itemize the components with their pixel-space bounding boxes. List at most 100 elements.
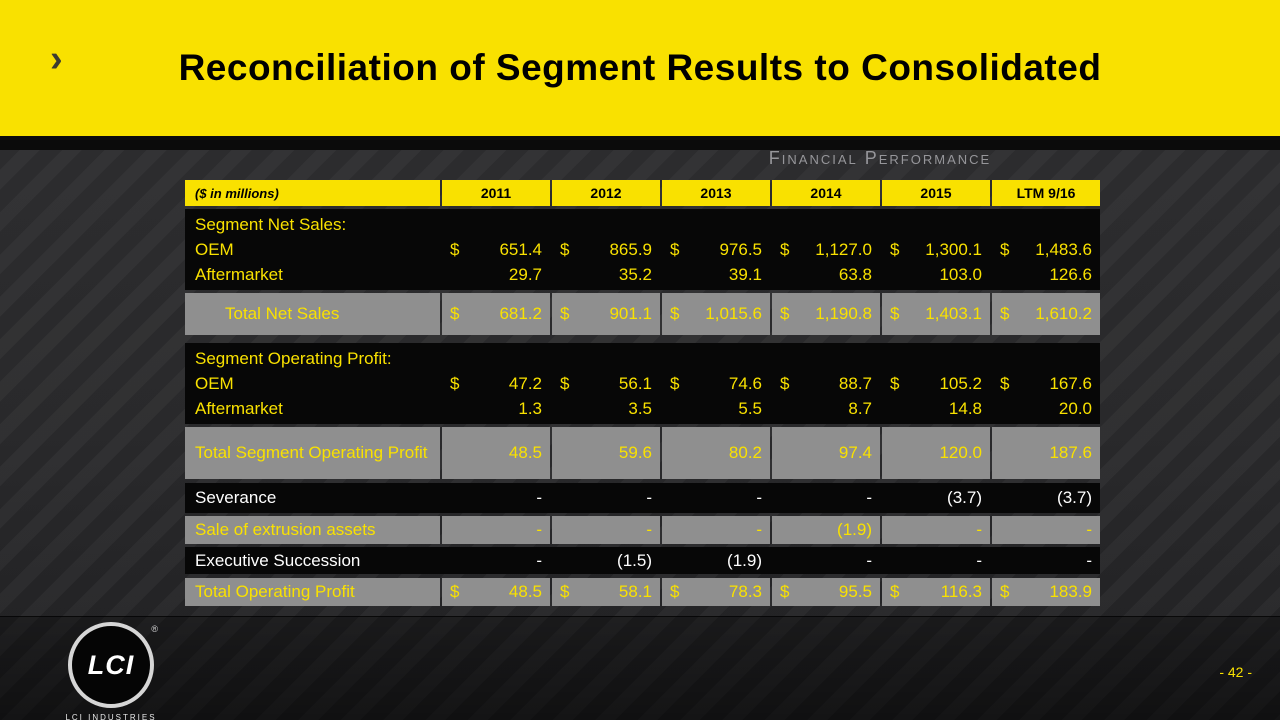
table-cell: - — [756, 488, 762, 507]
table-cell: $78.3 — [662, 578, 770, 606]
table-row: OEM $47.2 $56.1 $74.6 $88.7 $105.2 $167.… — [185, 371, 1100, 396]
row-total-segment-operating-profit: Total Segment Operating Profit 48.5 59.6… — [185, 427, 1100, 479]
table-cell: $1,015.6 — [662, 293, 770, 335]
row-label: Total Segment Operating Profit — [185, 427, 440, 479]
dollar-sign: $ — [1000, 304, 1010, 323]
table-cell: 39.1 — [728, 264, 762, 284]
dollar-sign: $ — [780, 239, 790, 259]
row-label: Severance — [195, 488, 277, 507]
table-cell: 126.6 — [1049, 264, 1092, 284]
dollar-sign: $ — [890, 239, 900, 259]
row-label: Total Operating Profit — [185, 578, 440, 606]
table-cell: $95.5 — [772, 578, 880, 606]
dollar-sign: $ — [780, 373, 790, 393]
row-total-net-sales: Total Net Sales $681.2 $901.1 $1,015.6 $… — [185, 293, 1100, 335]
table-cell: - — [442, 516, 550, 544]
table-cell: 120.0 — [882, 427, 990, 479]
row-label: Segment Net Sales: — [195, 214, 347, 234]
segment-net-sales-block: Segment Net Sales: OEM $651.4 $865.9 $97… — [185, 209, 1100, 290]
section-label: Financial Performance — [768, 148, 992, 168]
footer-band — [0, 616, 1280, 720]
table-cell: 20.0 — [1058, 398, 1092, 418]
row-label: OEM — [195, 239, 234, 259]
table-cell: $88.7 — [780, 373, 872, 393]
table-cell: $1,403.1 — [882, 293, 990, 335]
table-cell: (1.5) — [617, 550, 652, 570]
title-banner: › Reconciliation of Segment Results to C… — [0, 0, 1280, 136]
column-header: 2015 — [882, 180, 990, 206]
table-cell: 187.6 — [992, 427, 1100, 479]
dollar-sign: $ — [890, 582, 900, 601]
table-cell: $901.1 — [552, 293, 660, 335]
financial-table: ($ in millions) 2011 2012 2013 2014 2015… — [185, 180, 1100, 606]
table-cell: - — [552, 516, 660, 544]
table-cell: (3.7) — [947, 488, 982, 507]
dollar-sign: $ — [560, 304, 570, 323]
dollar-sign: $ — [890, 373, 900, 393]
column-header: 2012 — [552, 180, 660, 206]
table-header-row: ($ in millions) 2011 2012 2013 2014 2015… — [185, 180, 1100, 206]
page-number: - 42 - — [1219, 664, 1252, 680]
column-header: 2014 — [772, 180, 880, 206]
table-cell: - — [976, 550, 982, 570]
table-cell: $1,300.1 — [890, 239, 982, 259]
row-sale-of-extrusion-assets: Sale of extrusion assets - - - (1.9) - - — [185, 516, 1100, 544]
table-cell: $47.2 — [450, 373, 542, 393]
table-cell: (1.9) — [727, 550, 762, 570]
table-cell: - — [536, 550, 542, 570]
table-cell: 59.6 — [552, 427, 660, 479]
table-cell: $58.1 — [552, 578, 660, 606]
dollar-sign: $ — [560, 373, 570, 393]
row-severance: Severance - - - - (3.7) (3.7) — [185, 483, 1100, 513]
table-cell: $1,190.8 — [772, 293, 880, 335]
table-cell: 97.4 — [772, 427, 880, 479]
table-cell: 29.7 — [508, 264, 542, 284]
row-label: OEM — [195, 373, 234, 393]
row-label: Segment Operating Profit: — [195, 348, 392, 368]
table-cell: - — [646, 488, 652, 507]
table-cell: $1,610.2 — [992, 293, 1100, 335]
dollar-sign: $ — [560, 239, 570, 259]
dollar-sign: $ — [670, 239, 680, 259]
company-logo: LCI ® LCI INDUSTRIES — [56, 622, 166, 720]
table-cell: $48.5 — [442, 578, 550, 606]
row-label: Total Net Sales — [185, 293, 440, 335]
table-cell: - — [866, 488, 872, 507]
table-row: Aftermarket 1.3 3.5 5.5 8.7 14.8 20.0 — [185, 396, 1100, 421]
table-cell: $865.9 — [560, 239, 652, 259]
row-executive-succession: Executive Succession - (1.5) (1.9) - - - — [185, 547, 1100, 574]
table-cell: $681.2 — [442, 293, 550, 335]
table-cell: $651.4 — [450, 239, 542, 259]
table-cell: $74.6 — [670, 373, 762, 393]
table-cell: - — [536, 488, 542, 507]
table-cell: 14.8 — [948, 398, 982, 418]
slide-title: Reconciliation of Segment Results to Con… — [178, 47, 1102, 88]
registered-trademark-icon: ® — [151, 624, 158, 634]
table-row: Segment Net Sales: — [185, 212, 1100, 237]
dollar-sign: $ — [890, 304, 900, 323]
table-cell: 5.5 — [738, 398, 762, 418]
table-cell: (3.7) — [1057, 488, 1092, 507]
column-header: LTM 9/16 — [992, 180, 1100, 206]
dollar-sign: $ — [780, 304, 790, 323]
table-cell: $1,483.6 — [1000, 239, 1092, 259]
dollar-sign: $ — [1000, 582, 1010, 601]
table-row: Segment Operating Profit: — [185, 346, 1100, 371]
lci-logo-icon: LCI ® — [68, 622, 158, 708]
table-cell: 1.3 — [518, 398, 542, 418]
table-cell: (1.9) — [772, 516, 880, 544]
column-header: 2011 — [442, 180, 550, 206]
table-row: Aftermarket 29.7 35.2 39.1 63.8 103.0 12… — [185, 262, 1100, 287]
row-total-operating-profit: Total Operating Profit $48.5 $58.1 $78.3… — [185, 578, 1100, 606]
column-header: 2013 — [662, 180, 770, 206]
table-cell: 103.0 — [939, 264, 982, 284]
dollar-sign: $ — [560, 582, 570, 601]
table-cell: 35.2 — [618, 264, 652, 284]
table-cell: 48.5 — [442, 427, 550, 479]
table-cell: - — [992, 516, 1100, 544]
table-cell: $183.9 — [992, 578, 1100, 606]
table-cell: $56.1 — [560, 373, 652, 393]
dollar-sign: $ — [450, 373, 460, 393]
table-cell: 63.8 — [838, 264, 872, 284]
